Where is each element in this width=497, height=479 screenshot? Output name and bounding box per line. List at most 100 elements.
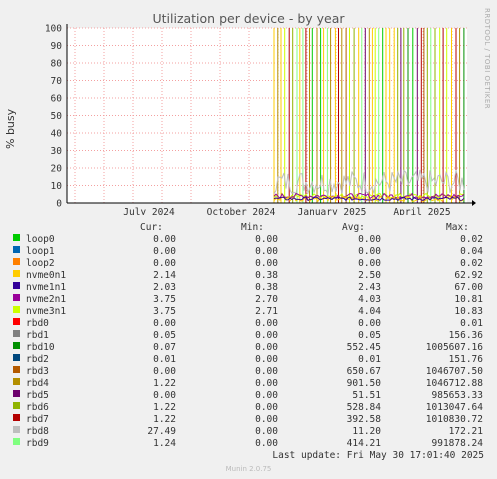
legend-swatch bbox=[13, 270, 20, 277]
legend-cur-value: 1.22 bbox=[153, 414, 176, 425]
horizontal-grid bbox=[67, 27, 467, 186]
series-noise bbox=[273, 169, 465, 203]
legend-avg-value: 0.00 bbox=[358, 246, 381, 257]
legend-table: loop0 0.00 0.00 0.00 0.02 loop1 0.00 0.00 0.00 0.… bbox=[0, 234, 497, 450]
legend-avg-value: 4.04 bbox=[358, 306, 381, 317]
legend-min-value: 0.00 bbox=[255, 330, 278, 341]
legend-series-name: nvme0n1 bbox=[26, 270, 67, 281]
legend-swatch bbox=[13, 258, 20, 265]
legend-col-min: Min: bbox=[241, 222, 264, 233]
legend-cur-value: 1.24 bbox=[153, 438, 176, 449]
y-tick-label: 50 bbox=[51, 111, 63, 122]
legend-min-value: 0.00 bbox=[255, 258, 278, 269]
legend-series-name: rbd5 bbox=[26, 390, 49, 401]
legend-swatch bbox=[13, 306, 20, 313]
legend-swatch bbox=[13, 246, 20, 253]
legend-col-max: Max: bbox=[446, 222, 469, 233]
legend-cur-value: 0.00 bbox=[153, 366, 176, 377]
legend-swatch bbox=[13, 366, 20, 373]
y-tick-label: 0 bbox=[56, 199, 62, 210]
legend-max-value: 1010830.72 bbox=[425, 414, 483, 425]
y-tick-label: 60 bbox=[51, 94, 63, 105]
legend-cur-value: 0.00 bbox=[153, 318, 176, 329]
legend-series-name: rbd8 bbox=[26, 426, 49, 437]
legend-min-value: 0.38 bbox=[255, 282, 278, 293]
legend-swatch bbox=[13, 282, 20, 289]
x-axis-arrow bbox=[472, 200, 476, 206]
legend-min-value: 2.71 bbox=[255, 306, 278, 317]
y-tick-label: 10 bbox=[51, 181, 63, 192]
legend-max-value: 172.21 bbox=[448, 426, 483, 437]
legend-cur-value: 0.00 bbox=[153, 258, 176, 269]
legend-avg-value: 2.43 bbox=[358, 282, 381, 293]
legend-series-name: rbd0 bbox=[26, 318, 49, 329]
legend-avg-value: 0.00 bbox=[358, 234, 381, 245]
legend-row-rbd7: rbd7 1.22 0.00 392.58 1010830.72 bbox=[0, 414, 497, 426]
legend-cur-value: 0.00 bbox=[153, 246, 176, 257]
legend-max-value: 67.00 bbox=[454, 282, 483, 293]
legend-max-value: 151.76 bbox=[448, 354, 483, 365]
legend-series-name: nvme2n1 bbox=[26, 294, 67, 305]
legend-max-value: 0.04 bbox=[460, 246, 483, 257]
legend-min-value: 0.00 bbox=[255, 234, 278, 245]
legend-max-value: 991878.24 bbox=[431, 438, 483, 449]
legend-row-loop2: loop2 0.00 0.00 0.00 0.02 bbox=[0, 258, 497, 270]
y-tick-label: 40 bbox=[51, 129, 63, 140]
legend-row-nvme1n1: nvme1n1 2.03 0.38 2.43 67.00 bbox=[0, 282, 497, 294]
legend-series-name: loop2 bbox=[26, 258, 55, 269]
y-tick-label: 80 bbox=[51, 59, 63, 70]
legend-max-value: 62.92 bbox=[454, 270, 483, 281]
legend-avg-value: 528.84 bbox=[346, 402, 381, 413]
legend-avg-value: 0.00 bbox=[358, 258, 381, 269]
legend-max-value: 10.81 bbox=[454, 294, 483, 305]
legend-min-value: 0.00 bbox=[255, 246, 278, 257]
legend-series-name: rbd1 bbox=[26, 330, 49, 341]
legend-row-rbd2: rbd2 0.01 0.00 0.01 151.76 bbox=[0, 354, 497, 366]
legend-cur-value: 0.05 bbox=[153, 330, 176, 341]
legend-max-value: 0.02 bbox=[460, 234, 483, 245]
legend-row-rbd10: rbd10 0.07 0.00 552.45 1005607.16 bbox=[0, 342, 497, 354]
legend-min-value: 0.38 bbox=[255, 270, 278, 281]
x-tick-label: January 2025 bbox=[298, 207, 367, 215]
y-tick-label: 70 bbox=[51, 76, 63, 87]
y-tick-label: 20 bbox=[51, 164, 63, 175]
legend-swatch bbox=[13, 378, 20, 385]
legend-avg-value: 2.50 bbox=[358, 270, 381, 281]
legend-min-value: 0.00 bbox=[255, 390, 278, 401]
legend-swatch bbox=[13, 330, 20, 337]
legend-swatch bbox=[13, 318, 20, 325]
legend-avg-value: 414.21 bbox=[346, 438, 381, 449]
legend-max-value: 0.01 bbox=[460, 318, 483, 329]
legend-swatch bbox=[13, 294, 20, 301]
y-tick-label: 90 bbox=[51, 41, 63, 52]
legend-max-value: 156.36 bbox=[448, 330, 483, 341]
legend-cur-value: 3.75 bbox=[153, 306, 176, 317]
legend-series-name: rbd10 bbox=[26, 342, 55, 353]
x-tick-label: July 2024 bbox=[123, 207, 175, 215]
legend-cur-value: 2.03 bbox=[153, 282, 176, 293]
legend-max-value: 0.02 bbox=[460, 258, 483, 269]
legend-row-rbd1: rbd1 0.05 0.00 0.05 156.36 bbox=[0, 330, 497, 342]
legend-series-name: nvme1n1 bbox=[26, 282, 67, 293]
legend-series-name: loop1 bbox=[26, 246, 55, 257]
legend-min-value: 0.00 bbox=[255, 342, 278, 353]
legend-min-value: 0.00 bbox=[255, 438, 278, 449]
legend-series-name: rbd6 bbox=[26, 402, 49, 413]
legend-max-value: 1046712.88 bbox=[425, 378, 483, 389]
legend-swatch bbox=[13, 426, 20, 433]
legend-min-value: 0.00 bbox=[255, 402, 278, 413]
legend-series-name: rbd9 bbox=[26, 438, 49, 449]
legend-cur-value: 1.22 bbox=[153, 402, 176, 413]
legend-series-name: nvme3n1 bbox=[26, 306, 67, 317]
legend-avg-value: 392.58 bbox=[346, 414, 381, 425]
legend-swatch bbox=[13, 402, 20, 409]
legend-row-rbd6: rbd6 1.22 0.00 528.84 1013047.64 bbox=[0, 402, 497, 414]
legend-row-loop0: loop0 0.00 0.00 0.00 0.02 bbox=[0, 234, 497, 246]
legend-max-value: 1046707.50 bbox=[425, 366, 483, 377]
legend-row-loop1: loop1 0.00 0.00 0.00 0.04 bbox=[0, 246, 497, 258]
legend-cur-value: 0.07 bbox=[153, 342, 176, 353]
legend-row-nvme2n1: nvme2n1 3.75 2.70 4.03 10.81 bbox=[0, 294, 497, 306]
legend-cur-value: 1.22 bbox=[153, 378, 176, 389]
legend-min-value: 0.00 bbox=[255, 414, 278, 425]
legend-max-value: 985653.33 bbox=[431, 390, 483, 401]
